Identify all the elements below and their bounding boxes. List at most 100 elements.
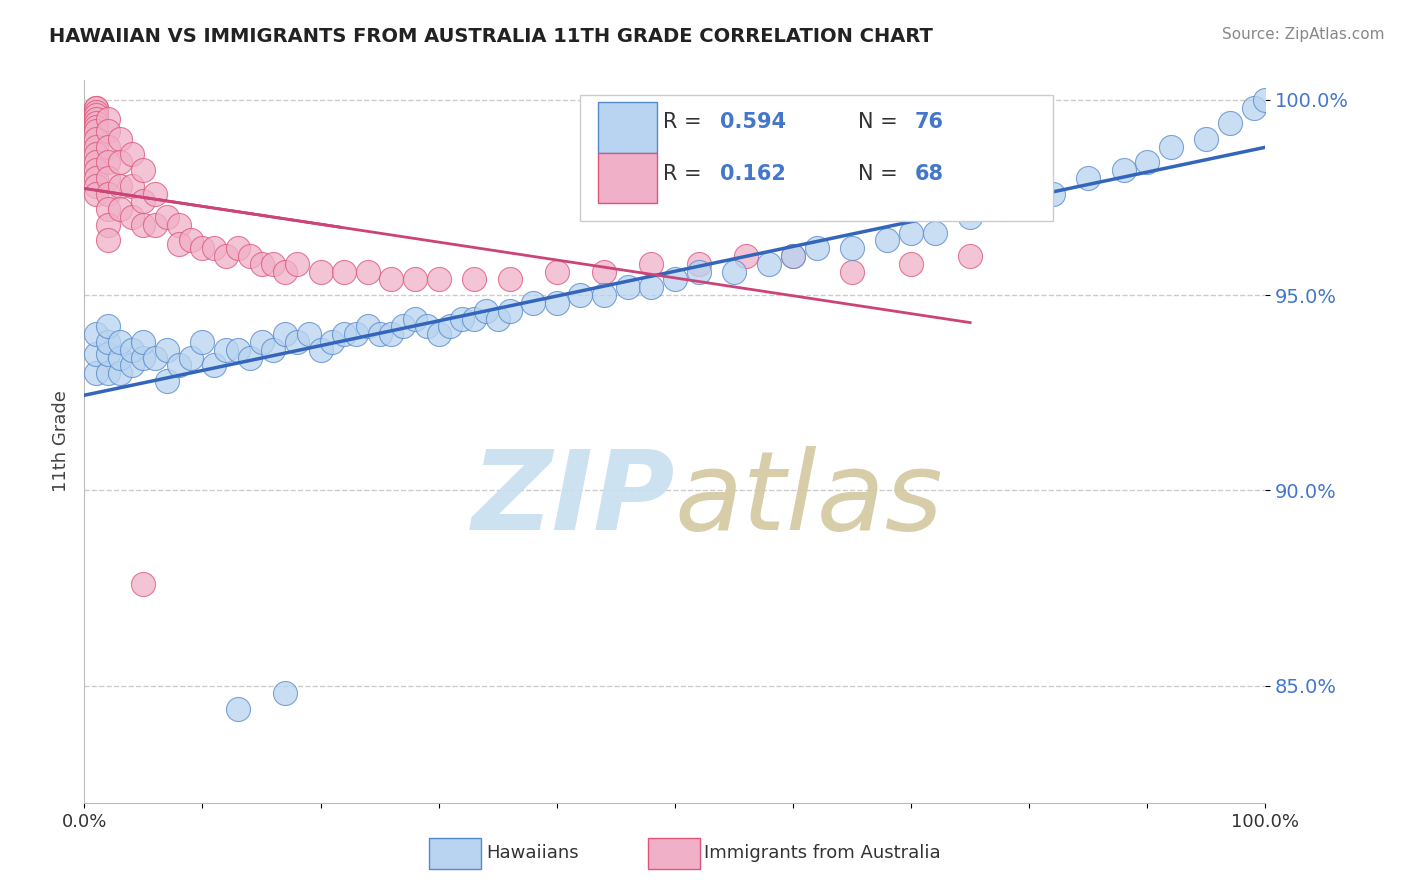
Text: 0.594: 0.594 xyxy=(720,112,786,132)
Point xyxy=(1077,170,1099,185)
Text: atlas: atlas xyxy=(675,446,943,553)
Point xyxy=(427,327,450,342)
Point xyxy=(640,280,662,294)
Point xyxy=(121,210,143,224)
Point xyxy=(97,366,120,380)
FancyBboxPatch shape xyxy=(581,95,1053,221)
Point xyxy=(1219,116,1241,130)
Text: Immigrants from Australia: Immigrants from Australia xyxy=(704,845,941,863)
Point xyxy=(782,249,804,263)
Point xyxy=(285,334,308,349)
Point xyxy=(84,155,107,169)
Text: Hawaiians: Hawaiians xyxy=(486,845,578,863)
Point xyxy=(806,241,828,255)
Point xyxy=(108,366,131,380)
Point xyxy=(664,272,686,286)
Point xyxy=(97,124,120,138)
Point xyxy=(250,257,273,271)
Point xyxy=(180,234,202,248)
Point xyxy=(688,265,710,279)
Point xyxy=(156,343,179,357)
Point xyxy=(463,311,485,326)
Point xyxy=(321,334,343,349)
Point xyxy=(202,359,225,373)
Point xyxy=(97,155,120,169)
Point xyxy=(143,186,166,201)
Point xyxy=(1018,194,1040,209)
Point xyxy=(97,234,120,248)
Text: 68: 68 xyxy=(915,164,943,185)
Point xyxy=(959,249,981,263)
Point xyxy=(900,257,922,271)
Point xyxy=(191,241,214,255)
Point xyxy=(132,194,155,209)
Point xyxy=(841,241,863,255)
FancyBboxPatch shape xyxy=(598,102,657,153)
FancyBboxPatch shape xyxy=(598,153,657,203)
Point xyxy=(108,132,131,146)
Point xyxy=(1160,139,1182,153)
Point xyxy=(108,155,131,169)
Point xyxy=(416,319,439,334)
Point xyxy=(132,163,155,178)
Point xyxy=(1195,132,1218,146)
Point xyxy=(84,120,107,135)
Point xyxy=(368,327,391,342)
Point xyxy=(108,178,131,193)
Point xyxy=(84,101,107,115)
Point xyxy=(404,311,426,326)
Point xyxy=(451,311,474,326)
Point xyxy=(84,147,107,161)
Point xyxy=(108,351,131,365)
Point xyxy=(876,234,898,248)
Point xyxy=(723,265,745,279)
Point xyxy=(380,327,402,342)
Point xyxy=(309,265,332,279)
Point xyxy=(121,359,143,373)
Point xyxy=(439,319,461,334)
Point xyxy=(84,366,107,380)
Point xyxy=(84,186,107,201)
Point xyxy=(84,124,107,138)
Y-axis label: 11th Grade: 11th Grade xyxy=(52,391,70,492)
Point xyxy=(84,346,107,360)
Point xyxy=(84,139,107,153)
Point xyxy=(97,334,120,349)
Point xyxy=(734,249,756,263)
Point xyxy=(180,351,202,365)
Point xyxy=(333,265,356,279)
Point xyxy=(156,374,179,388)
Point xyxy=(285,257,308,271)
Point xyxy=(616,280,638,294)
Point xyxy=(1243,101,1265,115)
Point xyxy=(226,241,249,255)
Point xyxy=(344,327,367,342)
FancyBboxPatch shape xyxy=(648,838,700,869)
Point xyxy=(758,257,780,271)
Point xyxy=(593,288,616,302)
Point xyxy=(546,296,568,310)
Point xyxy=(226,702,249,716)
Point xyxy=(380,272,402,286)
Point xyxy=(262,257,284,271)
Point xyxy=(167,359,190,373)
Point xyxy=(1136,155,1159,169)
Text: 76: 76 xyxy=(915,112,943,132)
Point xyxy=(782,249,804,263)
Point xyxy=(143,351,166,365)
Point xyxy=(475,303,498,318)
Text: 0.162: 0.162 xyxy=(720,164,786,185)
Point xyxy=(215,249,238,263)
Point xyxy=(688,257,710,271)
Point xyxy=(569,288,592,302)
Point xyxy=(84,101,107,115)
Point xyxy=(226,343,249,357)
Point xyxy=(274,265,297,279)
Text: ZIP: ZIP xyxy=(471,446,675,553)
Point xyxy=(357,265,380,279)
Point xyxy=(97,186,120,201)
Text: HAWAIIAN VS IMMIGRANTS FROM AUSTRALIA 11TH GRADE CORRELATION CHART: HAWAIIAN VS IMMIGRANTS FROM AUSTRALIA 11… xyxy=(49,27,934,45)
Point xyxy=(239,351,262,365)
Point xyxy=(486,311,509,326)
Point xyxy=(463,272,485,286)
